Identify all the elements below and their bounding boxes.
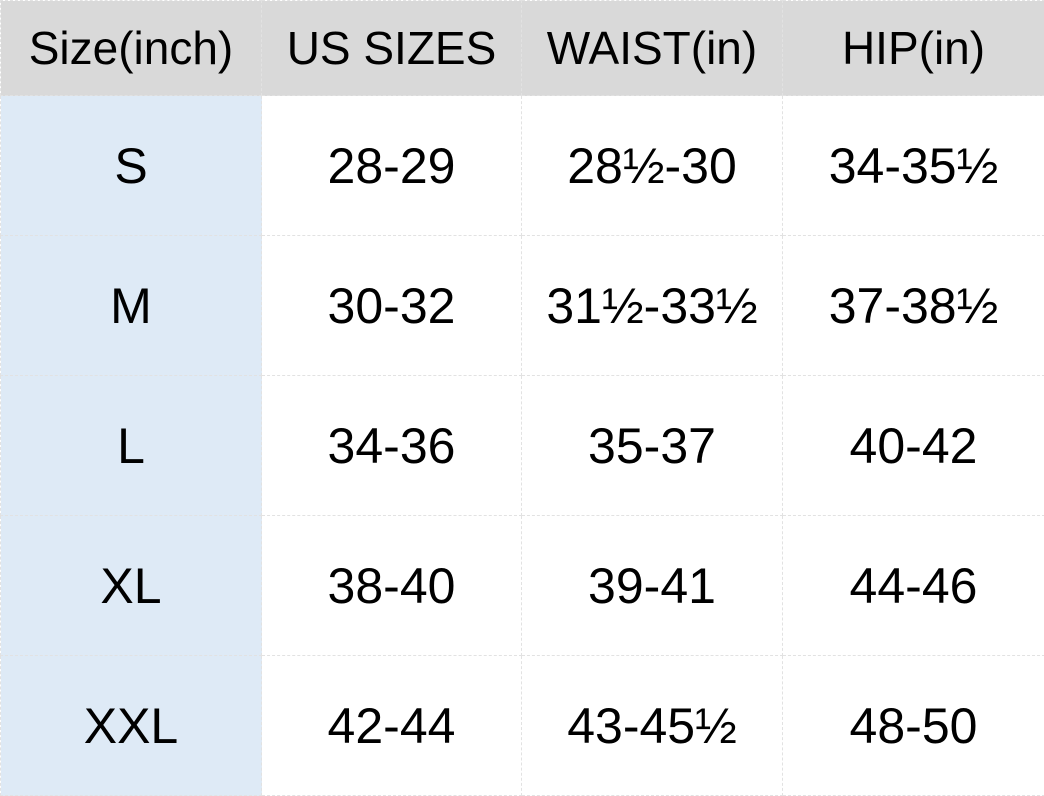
waist-cell: 43-45½ xyxy=(522,656,783,796)
size-cell: M xyxy=(1,236,262,376)
waist-cell: 28½-30 xyxy=(522,96,783,236)
us-size-cell: 38-40 xyxy=(262,516,522,656)
us-size-cell: 28-29 xyxy=(262,96,522,236)
us-size-cell: 34-36 xyxy=(262,376,522,516)
hip-cell: 40-42 xyxy=(783,376,1044,516)
header-row: Size(inch) US SIZES WAIST(in) HIP(in) xyxy=(1,1,1044,96)
waist-cell: 31½-33½ xyxy=(522,236,783,376)
us-size-cell: 30-32 xyxy=(262,236,522,376)
waist-cell: 35-37 xyxy=(522,376,783,516)
waist-cell: 39-41 xyxy=(522,516,783,656)
size-cell: XXL xyxy=(1,656,262,796)
hip-cell: 37-38½ xyxy=(783,236,1044,376)
header-us-sizes: US SIZES xyxy=(262,1,522,96)
hip-cell: 48-50 xyxy=(783,656,1044,796)
size-cell: XL xyxy=(1,516,262,656)
header-size: Size(inch) xyxy=(1,1,262,96)
size-cell: S xyxy=(1,96,262,236)
us-size-cell: 42-44 xyxy=(262,656,522,796)
header-waist: WAIST(in) xyxy=(522,1,783,96)
header-hip: HIP(in) xyxy=(783,1,1044,96)
hip-cell: 44-46 xyxy=(783,516,1044,656)
size-cell: L xyxy=(1,376,262,516)
hip-cell: 34-35½ xyxy=(783,96,1044,236)
